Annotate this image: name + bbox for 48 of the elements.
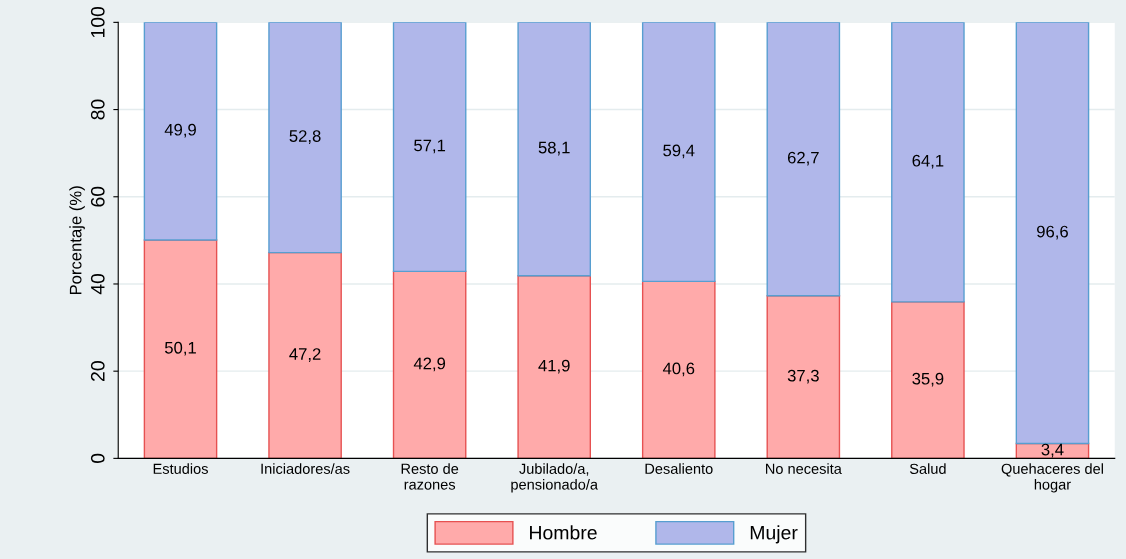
x-tick-label: Quehaceres del hogar bbox=[1001, 463, 1103, 493]
data-label: 37,3 bbox=[787, 369, 819, 384]
y-tick-label: 60 bbox=[90, 186, 105, 207]
y-tick-label: 100 bbox=[90, 6, 105, 38]
y-tick-label: 0 bbox=[90, 453, 105, 464]
data-label: 59,4 bbox=[663, 144, 695, 159]
data-label: 57,1 bbox=[414, 139, 446, 154]
bar bbox=[268, 22, 342, 254]
x-tick-label: Jubilado/a, pensionado/a bbox=[511, 463, 598, 493]
x-tick-label: No necesita bbox=[766, 463, 842, 474]
x-tick-label: Resto de razones bbox=[401, 463, 459, 490]
bar bbox=[268, 251, 342, 459]
data-label: 58,1 bbox=[538, 141, 570, 156]
data-label: 3,4 bbox=[1041, 443, 1064, 458]
bar bbox=[392, 22, 467, 273]
legend-label: Hombre bbox=[530, 525, 597, 540]
legend-label: Mujer bbox=[750, 525, 798, 544]
data-label: 52,8 bbox=[289, 130, 321, 144]
bar bbox=[517, 22, 592, 277]
bar bbox=[517, 274, 592, 459]
data-label: 62,7 bbox=[787, 151, 819, 166]
bar bbox=[641, 22, 716, 283]
bar bbox=[1015, 22, 1090, 445]
y-tick-label: 20 bbox=[90, 361, 105, 382]
x-tick-label: Iniciadores/as bbox=[261, 463, 350, 474]
y-axis-title: Porcentaje (%) bbox=[69, 186, 85, 295]
bar bbox=[143, 239, 218, 459]
bar bbox=[891, 22, 965, 303]
data-label: 64,1 bbox=[912, 154, 944, 169]
data-label: 42,9 bbox=[413, 357, 446, 372]
bar bbox=[641, 280, 716, 459]
bar bbox=[891, 301, 965, 459]
bar bbox=[766, 22, 841, 297]
data-label: 47,2 bbox=[289, 348, 321, 362]
y-tick-label: 80 bbox=[90, 99, 105, 120]
data-label: 96,6 bbox=[1037, 225, 1068, 240]
x-tick-label: Salud bbox=[909, 463, 946, 474]
data-label: 49,9 bbox=[164, 123, 196, 138]
bar bbox=[766, 295, 841, 459]
bar bbox=[392, 270, 467, 459]
x-tick-label: Desaliento bbox=[645, 463, 713, 474]
y-tick-label: 40 bbox=[90, 273, 105, 295]
data-label: 50,1 bbox=[164, 341, 196, 356]
data-label: 35,9 bbox=[912, 372, 944, 387]
data-label: 41,9 bbox=[538, 359, 570, 374]
bar bbox=[143, 22, 218, 241]
x-tick-label: Estudios bbox=[153, 463, 208, 474]
data-label: 40,6 bbox=[662, 362, 695, 377]
